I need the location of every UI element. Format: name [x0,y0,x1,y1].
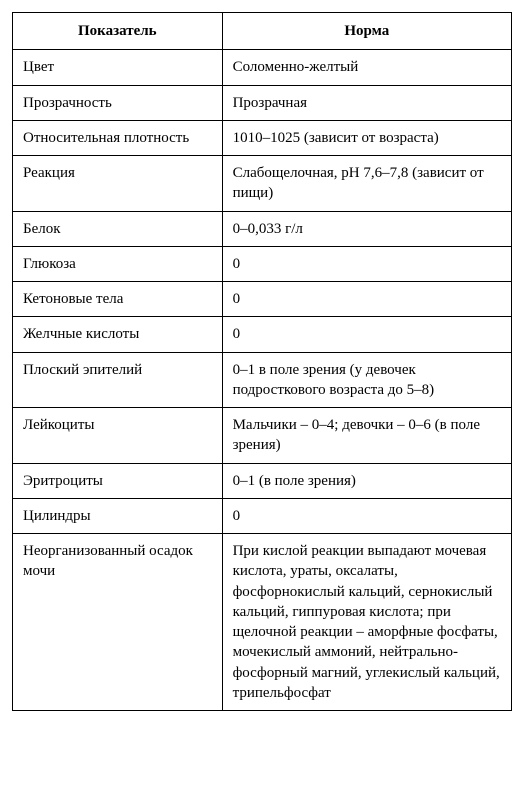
table-row: Неорганизованный осадок мочи При кислой … [13,534,512,711]
table-row: Цилиндры 0 [13,498,512,533]
cell-norm: 0 [222,246,511,281]
cell-norm: 0 [222,282,511,317]
cell-parameter: Плоский эпителий [13,352,223,408]
cell-norm: 0–1 в поле зрения (у девочек подростково… [222,352,511,408]
cell-parameter: Неорганизованный осадок мочи [13,534,223,711]
table-row: Кетоновые тела 0 [13,282,512,317]
cell-parameter: Цвет [13,50,223,85]
table-row: Плоский эпителий 0–1 в поле зрения (у де… [13,352,512,408]
cell-norm: 1010–1025 (зависит от возраста) [222,120,511,155]
table-row: Лейкоциты Мальчики – 0–4; девочки – 0–6 … [13,408,512,464]
table-row: Относительная плот­ность 1010–1025 (зави… [13,120,512,155]
cell-parameter: Цилиндры [13,498,223,533]
cell-parameter: Глюкоза [13,246,223,281]
cell-norm: 0–0,033 г/л [222,211,511,246]
urinalysis-norms-table: Показатель Норма Цвет Соломенно-желтый П… [12,12,512,711]
cell-norm: При кислой реакции выпадают мочевая кисл… [222,534,511,711]
cell-norm: Прозрачная [222,85,511,120]
cell-norm: Соломенно-желтый [222,50,511,85]
cell-parameter: Желчные кислоты [13,317,223,352]
cell-parameter: Реакция [13,156,223,212]
cell-parameter: Относительная плот­ность [13,120,223,155]
cell-parameter: Лейкоциты [13,408,223,464]
table-row: Цвет Соломенно-желтый [13,50,512,85]
cell-parameter: Кетоновые тела [13,282,223,317]
cell-norm: Мальчики – 0–4; девочки – 0–6 (в поле зр… [222,408,511,464]
cell-norm: 0 [222,317,511,352]
table-row: Белок 0–0,033 г/л [13,211,512,246]
column-header-parameter: Показатель [13,13,223,50]
cell-parameter: Прозрачность [13,85,223,120]
table-row: Эритроциты 0–1 (в поле зрения) [13,463,512,498]
cell-parameter: Эритроциты [13,463,223,498]
table-row: Желчные кислоты 0 [13,317,512,352]
table-row: Глюкоза 0 [13,246,512,281]
cell-norm: 0 [222,498,511,533]
table-header-row: Показатель Норма [13,13,512,50]
cell-norm: Слабощелочная, pH 7,6–7,8 (зависит от пи… [222,156,511,212]
column-header-norm: Норма [222,13,511,50]
cell-parameter: Белок [13,211,223,246]
table-row: Прозрачность Прозрачная [13,85,512,120]
cell-norm: 0–1 (в поле зрения) [222,463,511,498]
table-row: Реакция Слабощелочная, pH 7,6–7,8 (завис… [13,156,512,212]
